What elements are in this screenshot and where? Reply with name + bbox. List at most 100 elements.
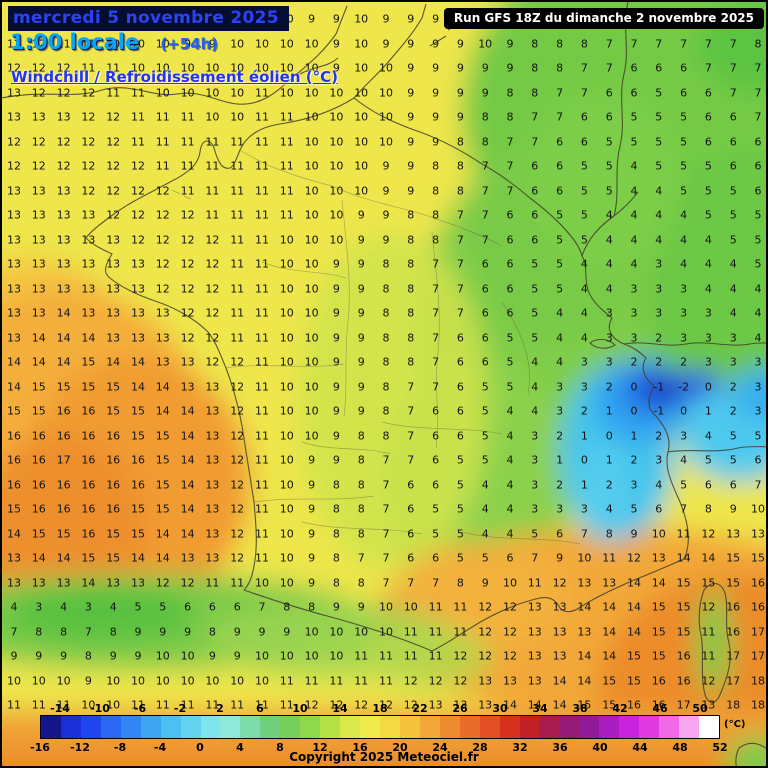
grid-value: 6 [506, 551, 514, 565]
grid-value: 13 [155, 306, 170, 320]
grid-value: 12 [106, 208, 121, 222]
grid-value: 10 [304, 282, 319, 295]
grid-value: 16 [726, 600, 741, 614]
grid-value: 4 [481, 478, 489, 491]
grid-value: 11 [155, 110, 170, 124]
grid-value: 16 [81, 478, 96, 491]
grid-value: 5 [531, 282, 539, 295]
grid-value: 11 [379, 649, 393, 663]
grid-value: 3 [556, 502, 564, 516]
grid-value: 15 [155, 478, 170, 491]
grid-value: 16 [31, 502, 46, 516]
grid-value: 7 [630, 37, 638, 50]
grid-value: 9 [432, 110, 440, 124]
grid-value: 10 [255, 37, 269, 50]
grid-value: 7 [432, 306, 440, 320]
grid-value: 12 [627, 551, 641, 565]
scale-label: 18 [372, 702, 388, 715]
grid-value: 8 [432, 159, 440, 173]
grid-value: 16 [726, 625, 741, 638]
scale-label: 30 [492, 702, 508, 715]
grid-value: 9 [308, 551, 316, 565]
grid-value: 11 [255, 698, 269, 712]
grid-value: 10 [255, 649, 269, 663]
grid-value: 4 [680, 257, 688, 271]
grid-value: 3 [605, 306, 613, 320]
grid-value: 8 [407, 355, 415, 369]
grid-value: 10 [379, 86, 393, 99]
grid-value: 9 [481, 61, 489, 75]
grid-value: 13 [7, 184, 21, 197]
grid-value: 5 [729, 233, 737, 246]
grid-value: 13 [7, 257, 21, 271]
grid-value: 10 [329, 159, 344, 173]
grid-value: 5 [680, 184, 688, 197]
grid-value: 5 [655, 86, 663, 99]
grid-value: 16 [56, 404, 71, 418]
grid-value: 15 [31, 380, 46, 393]
scale-top-labels: -14 -10 -6 -2 2 6 10 14 18 22 26 30 34 38 42 46 50 [40, 702, 720, 715]
grid-value: 7 [531, 551, 539, 565]
grid-value: 12 [180, 331, 195, 344]
grid-value: 6 [580, 110, 588, 124]
grid-value: 14 [577, 649, 592, 663]
grid-value: 2 [729, 404, 737, 418]
grid-value: 16 [676, 674, 691, 687]
grid-value: 9 [357, 331, 365, 344]
grid-value: 10 [304, 135, 319, 148]
grid-value: 9 [208, 37, 216, 50]
grid-value: 3 [531, 429, 539, 442]
grid-value: 6 [432, 551, 440, 565]
grid-value: 10 [180, 86, 195, 99]
grid-value: 6 [754, 184, 762, 197]
grid-value: 14 [155, 527, 170, 540]
grid-value: 9 [407, 135, 415, 148]
grid-value: 16 [31, 453, 46, 467]
grid-value: 12 [354, 698, 369, 712]
grid-value: 10 [205, 61, 220, 75]
grid-value: 8 [332, 502, 340, 516]
grid-value: 9 [109, 649, 117, 663]
grid-value: 11 [279, 159, 294, 173]
grid-value: 7 [704, 61, 712, 75]
grid-value: 11 [255, 135, 269, 148]
grid-value: 8 [332, 551, 340, 565]
grid-value: 13 [31, 208, 46, 222]
grid-value: 3 [580, 502, 588, 516]
scale-color-segment [60, 716, 81, 738]
grid-value: 10 [379, 61, 393, 75]
grid-value: 6 [432, 453, 440, 467]
grid-value: 9 [556, 551, 564, 565]
grid-value: 6 [531, 159, 539, 173]
grid-value: 10 [354, 61, 369, 75]
grid-value: 13 [726, 527, 741, 540]
grid-value: 6 [580, 135, 588, 148]
grid-value: 13 [106, 233, 121, 246]
grid-value: 7 [407, 576, 415, 589]
grid-value: 9 [382, 159, 390, 173]
grid-value: 6 [184, 600, 192, 614]
grid-value: 15 [106, 380, 121, 393]
grid-value: 12 [131, 184, 145, 197]
grid-value: 16 [131, 478, 145, 491]
grid-value: 7 [481, 184, 489, 197]
grid-value: 0 [704, 380, 712, 393]
grid-value: 15 [651, 625, 666, 638]
scale-label: -12 [70, 741, 90, 754]
grid-value: 10 [304, 355, 319, 369]
grid-value: 5 [456, 551, 464, 565]
grid-value: 15 [31, 404, 46, 418]
scale-label: 0 [196, 741, 204, 754]
grid-value: 13 [56, 576, 71, 589]
grid-value: 12 [180, 208, 195, 222]
grid-value: 16 [106, 478, 121, 491]
grid-value: 8 [407, 306, 415, 320]
scale-color-bar [40, 715, 720, 739]
grid-value: 12 [180, 233, 195, 246]
grid-value: 4 [655, 208, 663, 222]
scale-color-segment [659, 716, 679, 738]
grid-value: 8 [481, 110, 489, 124]
grid-value: 6 [506, 257, 514, 271]
grid-value: 12 [7, 61, 21, 75]
